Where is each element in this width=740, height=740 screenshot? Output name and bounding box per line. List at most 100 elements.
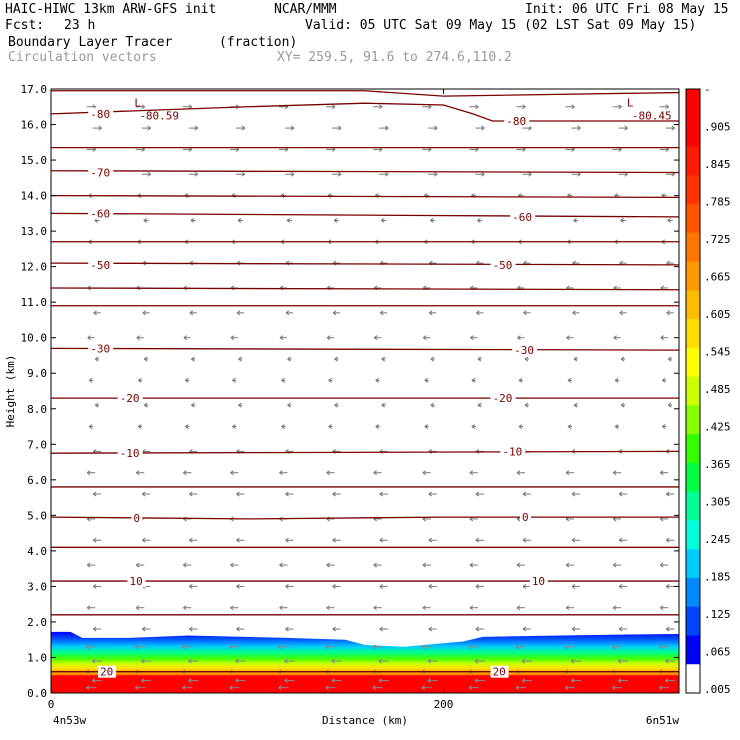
x-left-endpoint: 4n53w — [53, 714, 86, 727]
colorbar-swatch — [686, 577, 700, 608]
vector-head — [522, 583, 527, 589]
vector-head — [570, 678, 575, 683]
colorbar-label: - — [704, 83, 711, 96]
colorbar-swatch — [686, 549, 700, 579]
vector-head — [134, 644, 139, 650]
vector-head — [182, 644, 186, 650]
isotherm-label-bg — [88, 258, 114, 271]
vector-head — [620, 402, 625, 408]
low-value: -80.59 — [139, 110, 179, 123]
vector-head — [573, 218, 577, 223]
isotherm-label-bg — [504, 114, 530, 127]
vector-head — [92, 583, 97, 589]
vector-head — [422, 470, 427, 476]
vector-head — [515, 685, 520, 691]
y-tick-label: 8.0 — [27, 403, 47, 416]
isotherm-label: -10 — [502, 445, 522, 458]
vector-head — [659, 605, 664, 611]
colorbar-swatch — [686, 117, 700, 148]
colorbar-swatch — [686, 146, 700, 176]
colorbar-swatch — [686, 89, 700, 119]
isotherm-label-bg — [520, 511, 531, 524]
org-label: NCAR/MMM — [274, 2, 337, 17]
vector-head — [92, 626, 97, 632]
vector-head — [290, 125, 295, 131]
vector-head — [328, 424, 332, 429]
isotherm-line — [51, 194, 679, 199]
y-tick-label: 15.0 — [21, 154, 48, 167]
vector-head — [331, 104, 336, 110]
colorbar-label: .485 — [704, 383, 731, 396]
isotherm-label: -60 — [90, 207, 110, 220]
fcst-value: 23 h — [64, 18, 96, 33]
vector-head — [565, 605, 570, 611]
y-tick-label: 17.0 — [21, 83, 48, 96]
isotherm-label: -20 — [493, 392, 513, 405]
colorbar-label: .725 — [704, 233, 731, 246]
vector-head — [470, 335, 474, 341]
isotherm-label: -80 — [90, 108, 110, 121]
vector-head — [573, 356, 578, 362]
isotherm-line — [51, 212, 679, 218]
colorbar-label: .605 — [704, 308, 731, 321]
field-units: (fraction) — [219, 35, 298, 50]
vector-head — [285, 537, 289, 543]
vector-head — [141, 104, 146, 110]
vector-head — [611, 644, 616, 650]
vector-head — [326, 470, 330, 476]
isotherm-label: -70 — [90, 166, 110, 179]
colorbar-swatch — [686, 290, 700, 320]
vector-head — [427, 678, 432, 683]
vector-head — [285, 491, 289, 497]
vector-head — [332, 583, 336, 589]
vector-head — [189, 626, 193, 632]
vector-head — [137, 424, 142, 429]
y-axis-label: Height (km) — [4, 355, 17, 428]
vector-head — [381, 356, 385, 362]
vector-head — [194, 171, 199, 177]
vector-head — [565, 562, 570, 568]
vector-head — [481, 171, 485, 177]
vector-head — [565, 470, 570, 476]
y-tick-label: 9.0 — [27, 367, 47, 380]
vector-head — [665, 104, 670, 110]
isotherm-label-bg — [131, 512, 143, 525]
vector-head — [281, 424, 285, 429]
vector-head — [191, 356, 195, 362]
low-marker: L — [627, 97, 634, 110]
tracer-core — [51, 675, 679, 693]
vector-head — [614, 424, 619, 429]
vector-head — [241, 171, 246, 177]
vector-head — [134, 685, 139, 691]
vector-head — [189, 491, 193, 497]
vector-head — [379, 626, 383, 632]
y-tick-label: 0.0 — [27, 687, 47, 700]
colorbar-label: .785 — [704, 196, 731, 209]
colorbar-label: .125 — [704, 608, 731, 621]
vector-head — [326, 605, 330, 611]
vector-head — [516, 470, 521, 476]
vector-head — [620, 218, 624, 223]
vector-head — [378, 658, 382, 664]
isotherm-label-bg — [88, 107, 114, 120]
vector-head — [332, 537, 336, 543]
vector-head — [98, 125, 102, 131]
colorbar-label: .365 — [704, 458, 731, 471]
vector-head — [238, 402, 242, 408]
colorbar-swatch — [686, 319, 700, 349]
isotherm-label: 20 — [493, 666, 506, 679]
vector-head — [86, 562, 91, 568]
init-time: Init: 06 UTC Fri 08 May 15 — [525, 2, 729, 17]
isotherm-label-bg — [529, 575, 548, 588]
vector-head — [183, 470, 187, 476]
colorbar-label: .185 — [704, 571, 731, 584]
vector-head — [230, 470, 234, 476]
colorbar-label: .545 — [704, 346, 731, 359]
vector-head — [191, 402, 195, 408]
isotherm-label-bg — [117, 447, 143, 460]
vector-head — [421, 644, 426, 650]
vector-head — [183, 562, 187, 568]
vector-head — [229, 644, 233, 650]
vector-head — [190, 218, 195, 223]
vector-head — [241, 125, 246, 131]
